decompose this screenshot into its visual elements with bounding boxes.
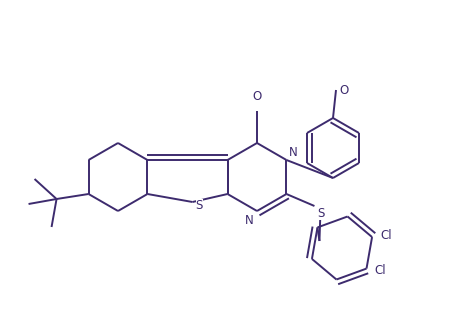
- Text: N: N: [288, 146, 297, 159]
- Text: S: S: [195, 199, 203, 212]
- Text: S: S: [317, 207, 325, 220]
- Text: O: O: [252, 90, 261, 103]
- Text: Cl: Cl: [375, 264, 386, 277]
- Text: N: N: [245, 214, 254, 227]
- Text: O: O: [339, 83, 348, 96]
- Text: Cl: Cl: [380, 228, 392, 241]
